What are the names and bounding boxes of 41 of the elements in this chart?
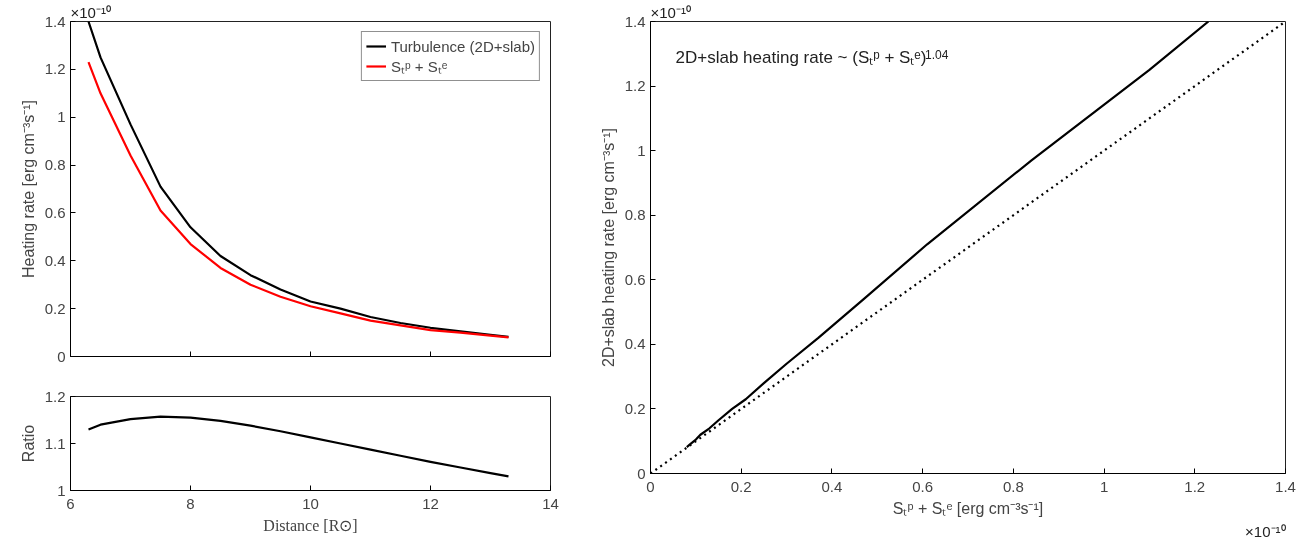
- x-tick-label: 8: [186, 494, 195, 512]
- y-tick-label: 1: [57, 108, 66, 126]
- y-tick-label: 1.2: [44, 387, 66, 405]
- x-axis-title: Sₜᵖ + Sₜᵉ [erg cm⁻³s⁻¹]: [892, 499, 1044, 517]
- x-tick-label: 10: [302, 494, 319, 512]
- text: ×10⁻¹⁰: [650, 3, 691, 21]
- y-tick-label: 1.2: [624, 77, 646, 95]
- line-series: [87, 415, 510, 478]
- y-tick-label: 0.8: [44, 156, 66, 174]
- x-tick-label: 1: [1099, 477, 1109, 495]
- x-tick-label: 1.2: [1184, 477, 1206, 495]
- y-tick-label: 0.8: [624, 206, 646, 224]
- y-tick-label: 1: [637, 141, 646, 159]
- y-tick-label: 0.2: [624, 399, 646, 417]
- x-axis-title: Distance [R⊙]: [263, 516, 358, 534]
- x-tick-label: 0.2: [730, 477, 752, 495]
- x-tick-label: 1.4: [1275, 477, 1296, 495]
- x-tick-label: 0.4: [821, 477, 843, 495]
- x-tick-label: 14: [542, 494, 559, 512]
- x-tick-label: 12: [422, 494, 439, 512]
- x-tick-label: 0.6: [912, 477, 934, 495]
- y-axis-title: Heating rate [erg cm⁻³s⁻¹]: [19, 99, 37, 279]
- y-tick-label: 0.4: [624, 335, 646, 353]
- legend-label: Sₜᵖ + Sₜᵉ: [390, 57, 448, 76]
- y-tick-label: 1.4: [624, 12, 646, 30]
- text: ×10⁻¹⁰: [1245, 522, 1286, 540]
- y-tick-label: 0.4: [44, 251, 66, 269]
- y-tick-label: 1.4: [44, 12, 66, 30]
- y-tick-label: 0: [637, 464, 646, 482]
- y-tick-label: 0.6: [44, 203, 66, 221]
- legend-label: Turbulence (2D+slab): [390, 37, 535, 55]
- x-tick-label: 6: [66, 494, 75, 512]
- text: ×10⁻¹⁰: [70, 3, 111, 21]
- y-axis-title: 2D+slab heating rate [erg cm⁻³s⁻¹]: [599, 128, 617, 367]
- y-tick-label: 1.1: [44, 434, 66, 452]
- y-tick-label: 1.2: [44, 60, 66, 78]
- y-tick-label: 0: [57, 347, 66, 365]
- y-tick-label: 0.6: [624, 270, 646, 288]
- y-axis-title: Ratio: [19, 424, 37, 463]
- x-tick-label: 0.8: [1002, 477, 1024, 495]
- y-tick-label: 0.2: [44, 299, 66, 317]
